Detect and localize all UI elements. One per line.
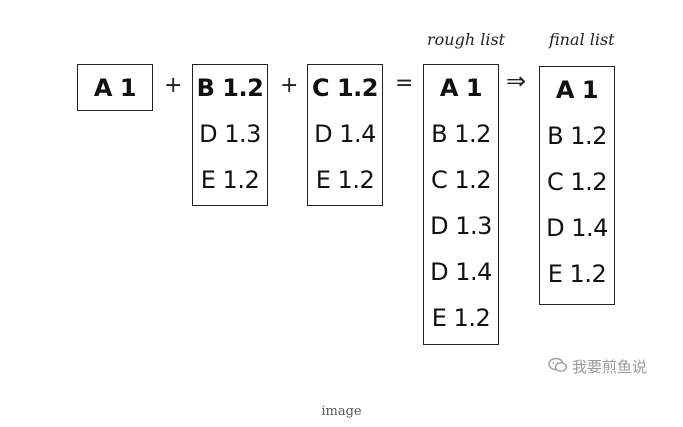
rough-list-item: E 1.2 (431, 304, 491, 332)
final-list-label: final list (549, 30, 615, 49)
watermark-text: 我要煎鱼说 (572, 358, 648, 376)
plus-operator: + (164, 73, 183, 98)
box-a: A 1 (77, 64, 153, 111)
final-list-item: C 1.2 (546, 168, 608, 196)
box-c: C 1.2 D 1.4 E 1.2 (307, 64, 383, 206)
rough-list-item: D 1.3 (430, 212, 492, 240)
box-b-item: B 1.2 (196, 74, 264, 102)
final-list-item: A 1 (555, 76, 599, 104)
final-list-item: D 1.4 (546, 214, 608, 242)
plus-operator: + (280, 73, 299, 98)
box-c-item: E 1.2 (315, 166, 375, 194)
rough-list-box: A 1 B 1.2 C 1.2 D 1.3 D 1.4 E 1.2 (423, 64, 499, 345)
final-list-item: E 1.2 (547, 260, 607, 288)
watermark: 我要煎鱼说 (548, 356, 647, 377)
box-c-item: C 1.2 (312, 74, 378, 102)
rough-list-item: C 1.2 (430, 166, 492, 194)
final-list-item: B 1.2 (547, 122, 607, 150)
wechat-icon (548, 357, 568, 377)
equals-operator: = (395, 71, 414, 96)
box-b-item: D 1.3 (199, 120, 261, 148)
image-caption: image (321, 404, 362, 419)
implies-arrow-operator: ⇒ (506, 67, 527, 95)
rough-list-item: D 1.4 (430, 258, 492, 286)
final-list-box: A 1 B 1.2 C 1.2 D 1.4 E 1.2 (539, 66, 615, 305)
box-b-item: E 1.2 (200, 166, 260, 194)
box-a-item: A 1 (93, 74, 137, 102)
rough-list-label: rough list (427, 30, 506, 49)
rough-list-item: A 1 (439, 74, 483, 102)
box-c-item: D 1.4 (314, 120, 376, 148)
box-b: B 1.2 D 1.3 E 1.2 (192, 64, 268, 206)
rough-list-item: B 1.2 (431, 120, 491, 148)
